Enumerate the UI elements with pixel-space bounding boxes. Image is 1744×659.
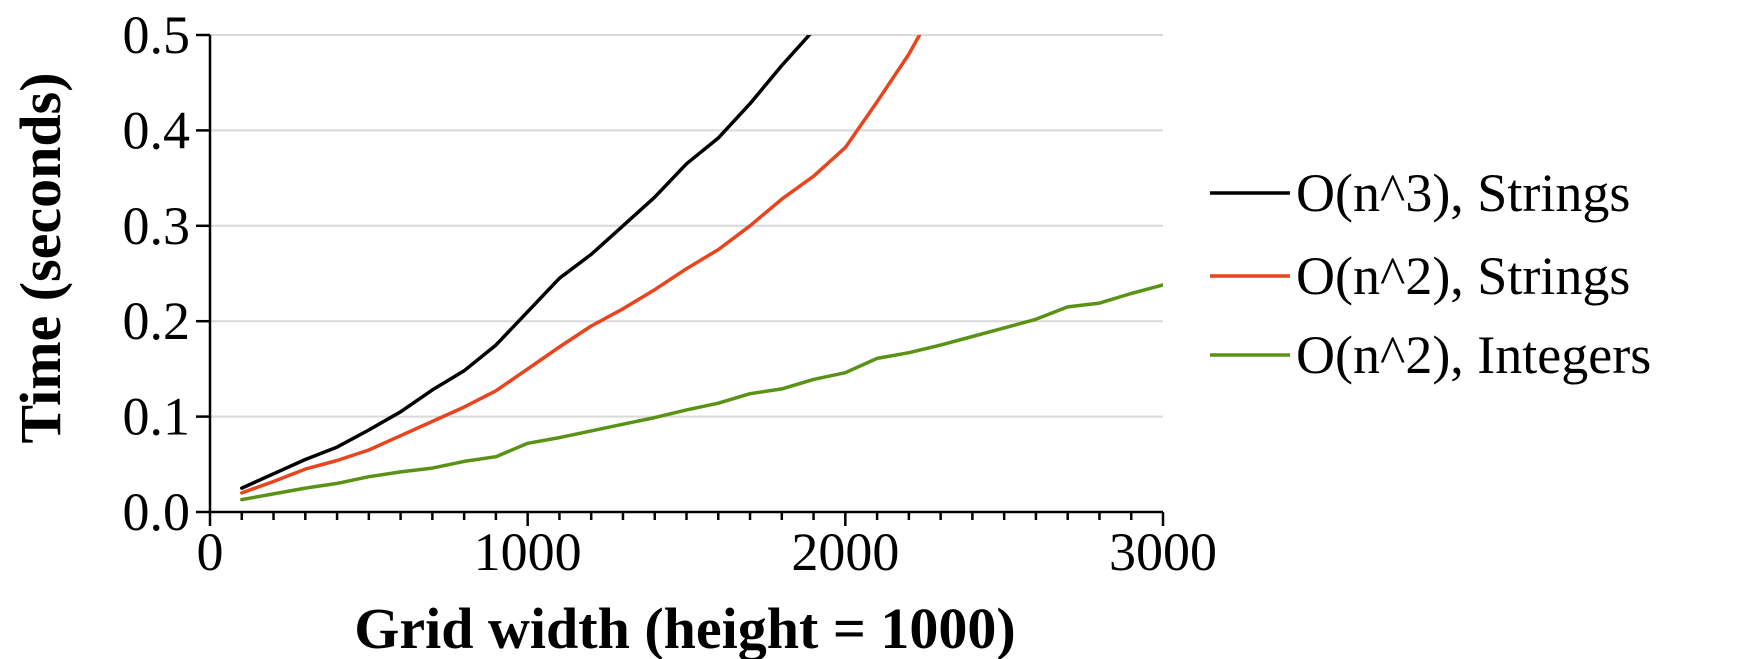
x-axis-title: Grid width (height = 1000) (354, 596, 1015, 659)
y-tick-label: 0.5 (123, 5, 191, 65)
y-tick-label: 0.0 (123, 482, 191, 542)
series-line-1 (240, 35, 812, 490)
y-tick-label: 0.2 (123, 291, 191, 351)
legend-item: O(n^3), Strings (1210, 163, 1630, 223)
legend-item: O(n^2), Strings (1210, 246, 1630, 306)
y-axis-title: Time (seconds) (8, 72, 73, 443)
series-line-3 (240, 283, 1163, 502)
x-tick-label: 2000 (791, 522, 899, 582)
y-tick-label: 0.1 (123, 387, 191, 447)
tick-labels: 0.0 0.1 0.2 0.3 0.4 0.5 0 1000 2000 3000 (123, 5, 1218, 582)
x-tick-label: 3000 (1109, 522, 1217, 582)
axes (196, 33, 1165, 526)
y-tick-label: 0.4 (123, 100, 191, 160)
legend-label: O(n^2), Integers (1296, 325, 1651, 385)
x-tick-label: 0 (197, 522, 224, 582)
legend-label: O(n^2), Strings (1296, 246, 1630, 306)
legend: O(n^3), Strings O(n^2), Strings O(n^2), In… (1210, 163, 1651, 385)
legend-item: O(n^2), Integers (1210, 325, 1651, 385)
y-tick-label: 0.3 (123, 196, 191, 256)
series-line-2 (240, 35, 922, 495)
legend-label: O(n^3), Strings (1296, 163, 1630, 223)
gridlines (210, 34, 1163, 418)
series-lines (240, 35, 1163, 502)
x-tick-label: 1000 (474, 522, 582, 582)
